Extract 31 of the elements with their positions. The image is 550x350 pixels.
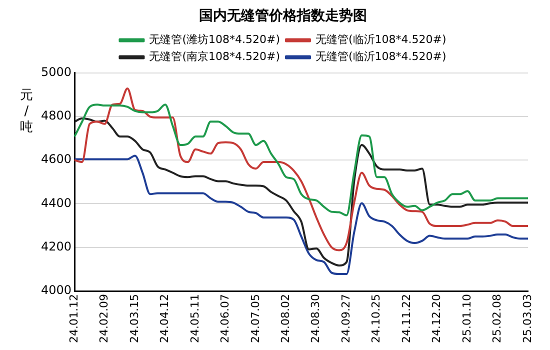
- x-tick-label: 25.02.08: [490, 294, 504, 343]
- x-tick-label: 24.05.11: [188, 294, 202, 343]
- x-tick-label: 24.03.15: [128, 294, 141, 343]
- line-series: [74, 154, 529, 275]
- x-tick-label: 24.11.22: [400, 294, 413, 343]
- x-tick-label: 25.01.10: [460, 294, 474, 343]
- x-tick-label: 24.08.30: [309, 294, 322, 343]
- x-tick-label: 24.12.20: [430, 294, 444, 343]
- line-series: [74, 88, 529, 252]
- x-tick-label: 24.07.05: [248, 294, 262, 343]
- x-tick-label: 24.10.25: [370, 294, 383, 343]
- x-tick-label: 24.09.27: [339, 294, 352, 343]
- y-tick-label: 4600: [40, 152, 72, 166]
- x-tick-label: 24.01.12: [67, 294, 80, 343]
- y-tick-label: 4200: [40, 239, 72, 254]
- legend-label: 无缝管(临沂108*4.520#): [316, 50, 446, 64]
- x-tick-label: 24.08.02: [279, 294, 292, 343]
- x-tick-label: 24.06.07: [218, 294, 232, 343]
- chart-title: 国内无缝管价格指数走势图: [199, 8, 367, 24]
- legend-label: 无缝管(潍坊108*4.520#): [149, 33, 280, 46]
- y-axis-title: 元/吨: [20, 88, 33, 136]
- legend-label: 无缝管(南京108*4.520#): [149, 50, 280, 64]
- x-tick-label: 24.04.12: [158, 294, 172, 343]
- line-series: [74, 104, 529, 216]
- y-tick-label: 4800: [40, 108, 72, 123]
- legend-label: 无缝管(临沂108*4.520#): [316, 33, 446, 46]
- line-series: [74, 117, 529, 266]
- x-tick-label: 25.03.03: [520, 294, 534, 343]
- y-tick-label: 4400: [40, 196, 72, 210]
- x-tick-label: 24.02.09: [98, 294, 111, 343]
- y-tick-label: 5000: [40, 64, 72, 79]
